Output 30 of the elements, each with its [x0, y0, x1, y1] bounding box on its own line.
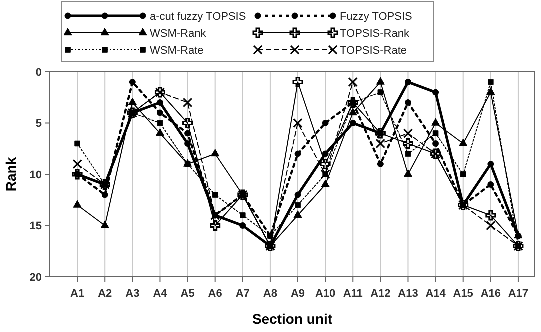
x-tick-label: A11 [343, 288, 363, 300]
x-tick-label: A4 [153, 288, 168, 300]
x-tick-label: A10 [315, 288, 336, 300]
legend-label: WSM-Rate [150, 44, 204, 57]
y-tick-label: 5 [36, 118, 42, 130]
y-tick-label: 15 [30, 220, 42, 233]
legend-label: WSM-Rank [150, 28, 207, 40]
x-tick-label: A8 [263, 288, 278, 300]
x-axis-title: Section unit [252, 311, 333, 327]
x-tick-label: A6 [208, 288, 222, 300]
y-tick-label: 20 [30, 272, 42, 284]
y-axis-title: Rank [3, 157, 19, 192]
legend-label: Fuzzy TOPSIS [340, 10, 412, 23]
x-tick-label: A13 [398, 288, 418, 300]
legend-label: a-cut fuzzy TOPSIS [150, 10, 246, 23]
y-tick-label: 0 [36, 66, 42, 79]
y-tick-label: 10 [30, 169, 42, 182]
x-tick-label: A3 [126, 288, 140, 300]
x-tick-label: A2 [98, 288, 112, 300]
x-tick-label: A9 [290, 288, 306, 300]
x-tick-label: A17 [508, 288, 529, 300]
x-tick-label: A15 [453, 288, 474, 300]
x-tick-label: A14 [426, 288, 447, 300]
legend-label: TOPSIS-Rank [340, 28, 410, 40]
x-tick-label: A7 [236, 288, 250, 300]
x-tick-label: A5 [180, 288, 195, 300]
x-tick-label: A16 [480, 288, 502, 300]
x-tick-label: A1 [70, 288, 85, 300]
legend-label: TOPSIS-Rate [340, 44, 408, 57]
x-tick-label: A12 [370, 288, 391, 300]
